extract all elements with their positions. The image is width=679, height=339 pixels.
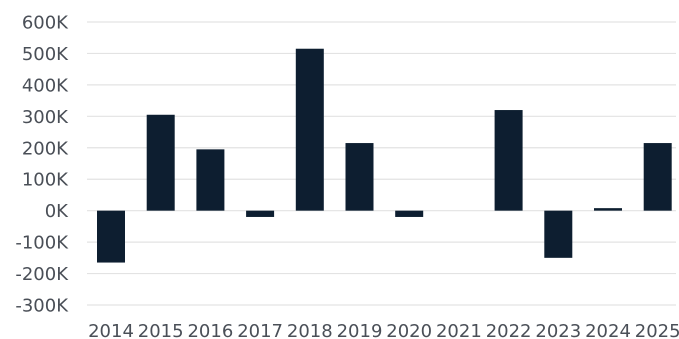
x-tick-label: 2014 <box>88 321 134 339</box>
bar-2019 <box>345 143 374 211</box>
bar-2014 <box>97 210 125 263</box>
bar-2018 <box>295 48 324 211</box>
bar-2016 <box>196 149 225 211</box>
x-tick-label: 2021 <box>436 321 482 339</box>
y-tick-label: 200K <box>22 138 69 159</box>
y-tick-label: -300K <box>15 296 69 317</box>
bar-2020 <box>395 210 424 217</box>
x-tick-label: 2017 <box>237 321 283 339</box>
x-tick-label: 2024 <box>585 321 631 339</box>
y-tick-label: -200K <box>15 264 69 285</box>
x-tick-label: 2016 <box>187 321 233 339</box>
bar-2025 <box>643 143 672 211</box>
y-tick-label: 500K <box>22 44 69 65</box>
x-tick-label: 2015 <box>138 321 184 339</box>
x-tick-label: 2018 <box>287 321 333 339</box>
y-tick-label: 100K <box>22 170 69 191</box>
bar-2024 <box>594 208 622 211</box>
y-tick-label: 400K <box>22 75 69 96</box>
gridlines <box>87 21 676 306</box>
bar-2022 <box>494 110 523 211</box>
bar-2023 <box>544 210 573 258</box>
y-tick-label: -100K <box>15 233 69 254</box>
y-axis-tick-labels: 600K 500K 400K 300K 200K 100K 0K -100K -200K -300… <box>15 13 69 317</box>
y-tick-label: 600K <box>22 13 69 34</box>
y-tick-label: 300K <box>22 107 69 128</box>
x-tick-label: 2025 <box>635 321 679 339</box>
x-tick-label: 2022 <box>486 321 532 339</box>
x-tick-label: 2023 <box>535 321 581 339</box>
x-axis-tick-labels: 2014 2015 2016 2017 2018 2019 2020 2021 2022 2023… <box>88 321 679 339</box>
x-tick-label: 2020 <box>386 321 432 339</box>
y-tick-label: 0K <box>45 201 69 222</box>
bars <box>97 48 672 263</box>
x-tick-label: 2019 <box>337 321 383 339</box>
bar-2015 <box>146 114 175 211</box>
bar-2017 <box>246 210 275 217</box>
